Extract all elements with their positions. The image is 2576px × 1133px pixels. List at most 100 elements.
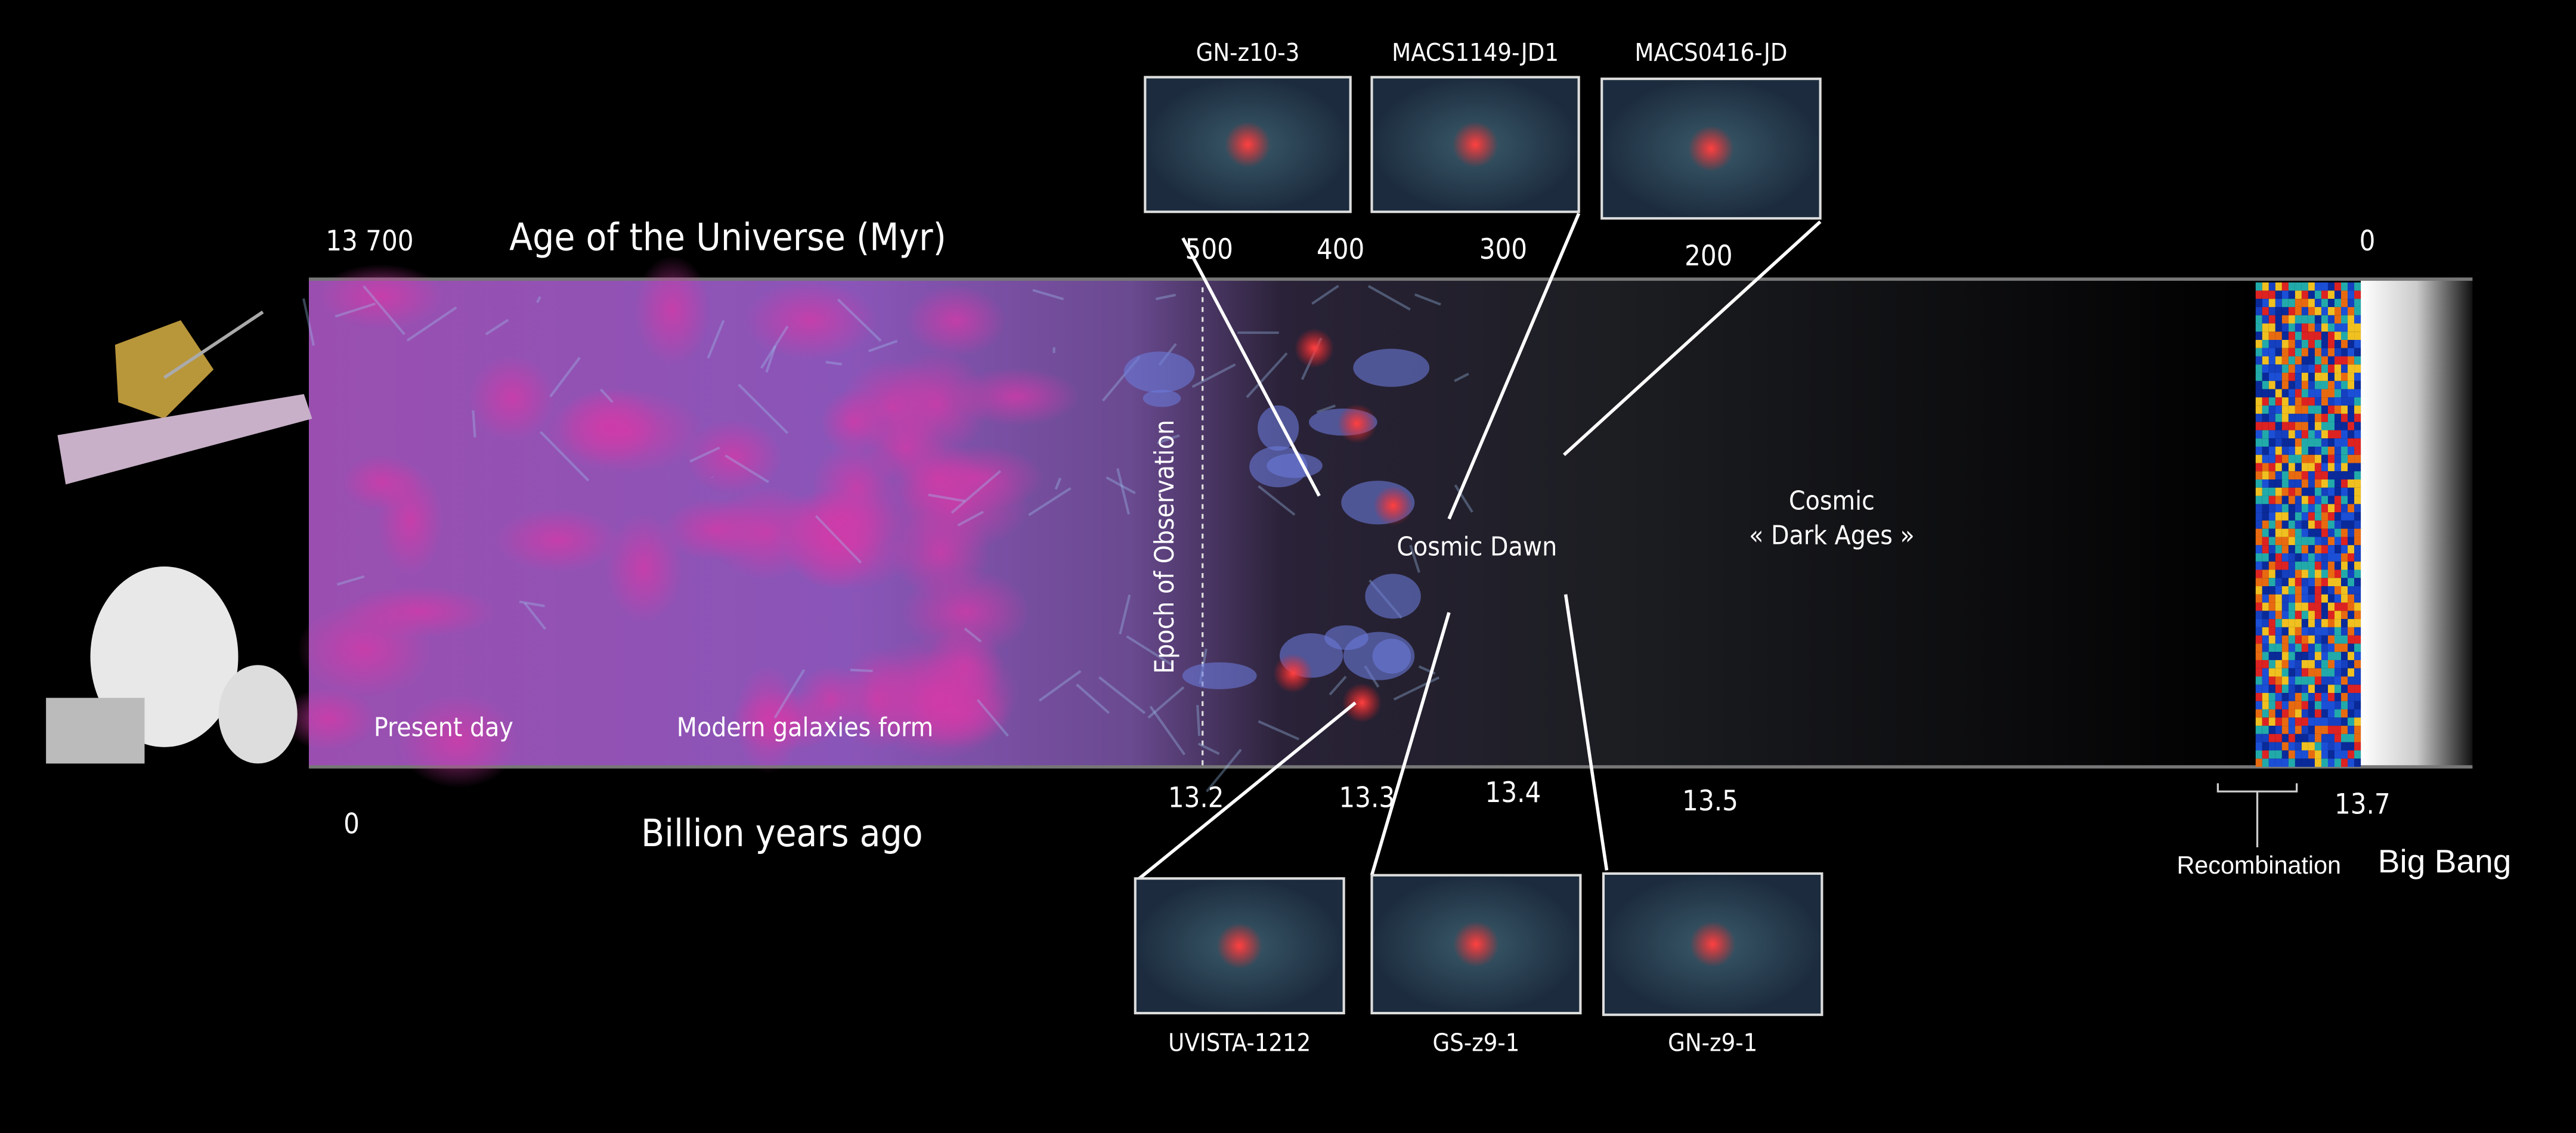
- decor: [2354, 537, 2361, 546]
- decor: [2268, 282, 2275, 291]
- decor: [2275, 709, 2282, 718]
- decor: [2295, 413, 2302, 422]
- decor: [2334, 553, 2342, 562]
- decor: [2308, 569, 2315, 578]
- decor: [2288, 627, 2295, 636]
- decor: [2327, 422, 2334, 431]
- decor: [1373, 486, 1413, 526]
- decor: [2275, 430, 2282, 439]
- decor: [2308, 676, 2315, 685]
- decor: [760, 325, 789, 369]
- decor: [2262, 569, 2269, 578]
- decor: [2334, 561, 2342, 570]
- decor: [2275, 676, 2282, 685]
- decor: [2301, 454, 2308, 463]
- decor: [2301, 315, 2308, 324]
- decor: [302, 298, 315, 346]
- decor: [2301, 307, 2308, 315]
- decor: [2308, 282, 2315, 291]
- bottom-tick-label: 13.3: [1339, 782, 1395, 815]
- decor: [494, 507, 621, 572]
- decor: [2354, 496, 2361, 504]
- decor: [2327, 479, 2334, 488]
- decor: [2262, 709, 2269, 718]
- bottom-tick-label: 13.7: [2334, 789, 2391, 821]
- decor: [1367, 284, 1411, 311]
- decor: [2268, 668, 2275, 677]
- decor: [2354, 676, 2361, 685]
- decor: [2314, 438, 2321, 447]
- decor: [2314, 717, 2321, 726]
- decor: [2268, 348, 2275, 357]
- decor: [2288, 660, 2295, 668]
- decor: [2327, 635, 2334, 644]
- decor: [2262, 520, 2269, 529]
- decor: [2354, 627, 2361, 636]
- decor: [2334, 299, 2342, 307]
- bottom-axis-title: Billion years ago: [641, 811, 923, 855]
- decor: [2308, 643, 2315, 652]
- decor: [2281, 627, 2289, 636]
- decor: [2255, 496, 2262, 504]
- decor: [2275, 512, 2282, 521]
- decor: [2255, 380, 2262, 389]
- decor: [2327, 282, 2334, 291]
- decor: [1157, 434, 1180, 444]
- decor: [2327, 701, 2334, 710]
- decor: [2321, 537, 2328, 546]
- decor: [2262, 422, 2269, 431]
- decor: [2301, 594, 2308, 603]
- decor: [2327, 611, 2334, 620]
- decor: [2301, 759, 2308, 767]
- decor: [2295, 380, 2302, 389]
- decor: [2314, 356, 2321, 365]
- decor: [2288, 545, 2295, 553]
- decor: [2262, 561, 2269, 570]
- decor: [2348, 586, 2355, 595]
- decor: [2288, 717, 2295, 726]
- decor: [2295, 323, 2302, 332]
- decor: [2348, 323, 2355, 332]
- decor: [2314, 446, 2321, 455]
- decor: [2321, 668, 2328, 677]
- decor: [2281, 528, 2289, 537]
- decor: [2262, 553, 2269, 562]
- decor: [2281, 315, 2289, 324]
- decor: [1337, 404, 1377, 444]
- decor: [2354, 619, 2361, 627]
- decor: [2354, 643, 2361, 652]
- decor: [2255, 528, 2262, 537]
- decor: [2288, 750, 2295, 759]
- decor: [2268, 693, 2275, 701]
- decor: [2354, 733, 2361, 742]
- decor: [2354, 709, 2361, 718]
- decor: [2262, 430, 2269, 439]
- decor: [2301, 471, 2308, 480]
- decor: [2301, 586, 2308, 595]
- decor: [2255, 332, 2262, 340]
- decor: [2327, 397, 2334, 406]
- decor: [2314, 676, 2321, 685]
- decor: [2275, 520, 2282, 529]
- decor: [2348, 430, 2355, 439]
- decor: [2288, 332, 2295, 340]
- decor: [2255, 586, 2262, 595]
- decor: [2341, 586, 2348, 595]
- decor: [2354, 586, 2361, 595]
- decor: [2295, 726, 2302, 734]
- decor: [2327, 627, 2334, 636]
- decor: [2341, 528, 2348, 537]
- decor: [2321, 520, 2328, 529]
- decor: [317, 264, 445, 329]
- decor: [2314, 545, 2321, 553]
- decor: [2295, 643, 2302, 652]
- decor: [2281, 742, 2289, 751]
- decor: [2321, 602, 2328, 611]
- decor: [1372, 639, 1411, 674]
- decor: [2288, 553, 2295, 562]
- decor: [2301, 332, 2308, 340]
- decor: [2327, 364, 2334, 373]
- decor: [2262, 282, 2269, 291]
- decor: [2262, 733, 2269, 742]
- decor: [2275, 299, 2282, 307]
